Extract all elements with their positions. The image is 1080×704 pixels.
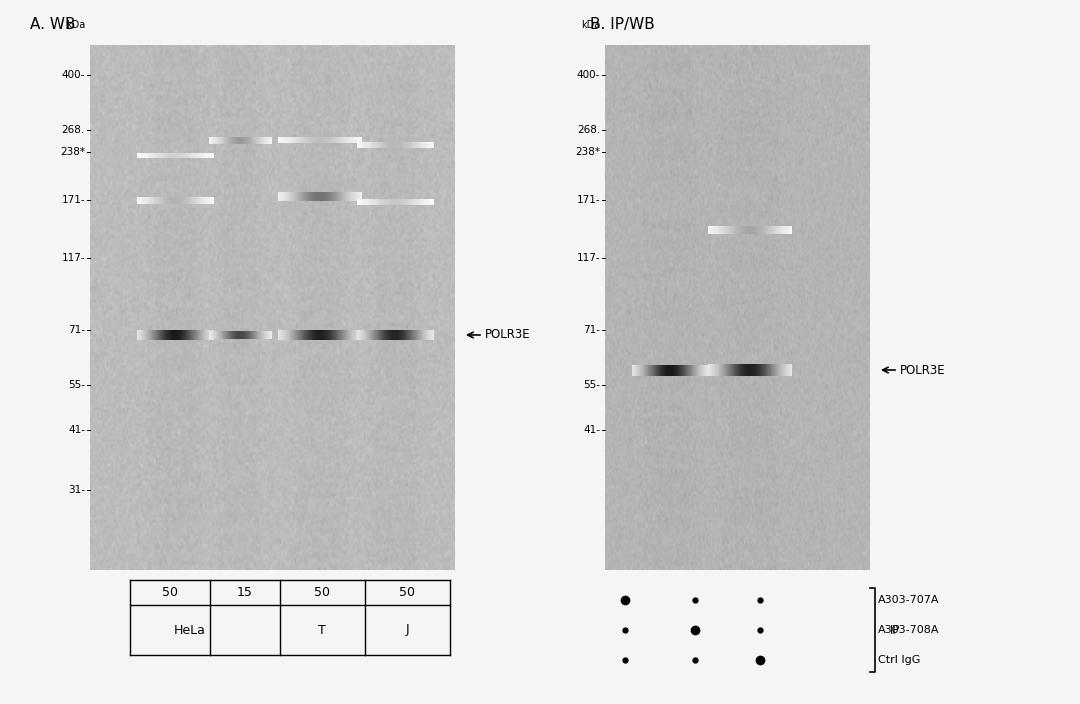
Text: A. WB: A. WB [30,17,76,32]
Text: 117-: 117- [577,253,600,263]
Text: 171-: 171- [577,195,600,205]
Text: POLR3E: POLR3E [485,329,530,341]
Bar [90,45,455,570]
Text: POLR3E: POLR3E [900,363,946,377]
Text: 41-: 41- [583,425,600,435]
Text: 400-: 400- [577,70,600,80]
Text: 31-: 31- [68,485,85,495]
Text: 55-: 55- [68,380,85,390]
Text: 50: 50 [162,586,178,599]
Text: 71-: 71- [583,325,600,335]
Text: 41-: 41- [68,425,85,435]
Bar [605,45,870,570]
Text: 55-: 55- [583,380,600,390]
Text: 50: 50 [399,586,415,599]
Text: Ctrl IgG: Ctrl IgG [878,655,920,665]
Text: IP: IP [890,624,901,636]
Text: 268.: 268. [62,125,85,135]
Text: 238*: 238* [575,147,600,157]
Text: J: J [405,624,409,636]
Text: A303-707A: A303-707A [878,595,940,605]
Text: A303-708A: A303-708A [878,625,940,635]
Text: 15: 15 [238,586,253,599]
Text: 117-: 117- [62,253,85,263]
Text: 238*: 238* [60,147,85,157]
Text: 50: 50 [314,586,330,599]
Text: 400-: 400- [62,70,85,80]
Text: HeLa: HeLa [174,624,206,636]
Text: B. IP/WB: B. IP/WB [590,17,654,32]
Text: kDa: kDa [581,20,600,30]
Text: T: T [319,624,326,636]
Text: 268.: 268. [577,125,600,135]
Text: 71-: 71- [68,325,85,335]
Text: 171-: 171- [62,195,85,205]
Text: kDa: kDa [66,20,85,30]
